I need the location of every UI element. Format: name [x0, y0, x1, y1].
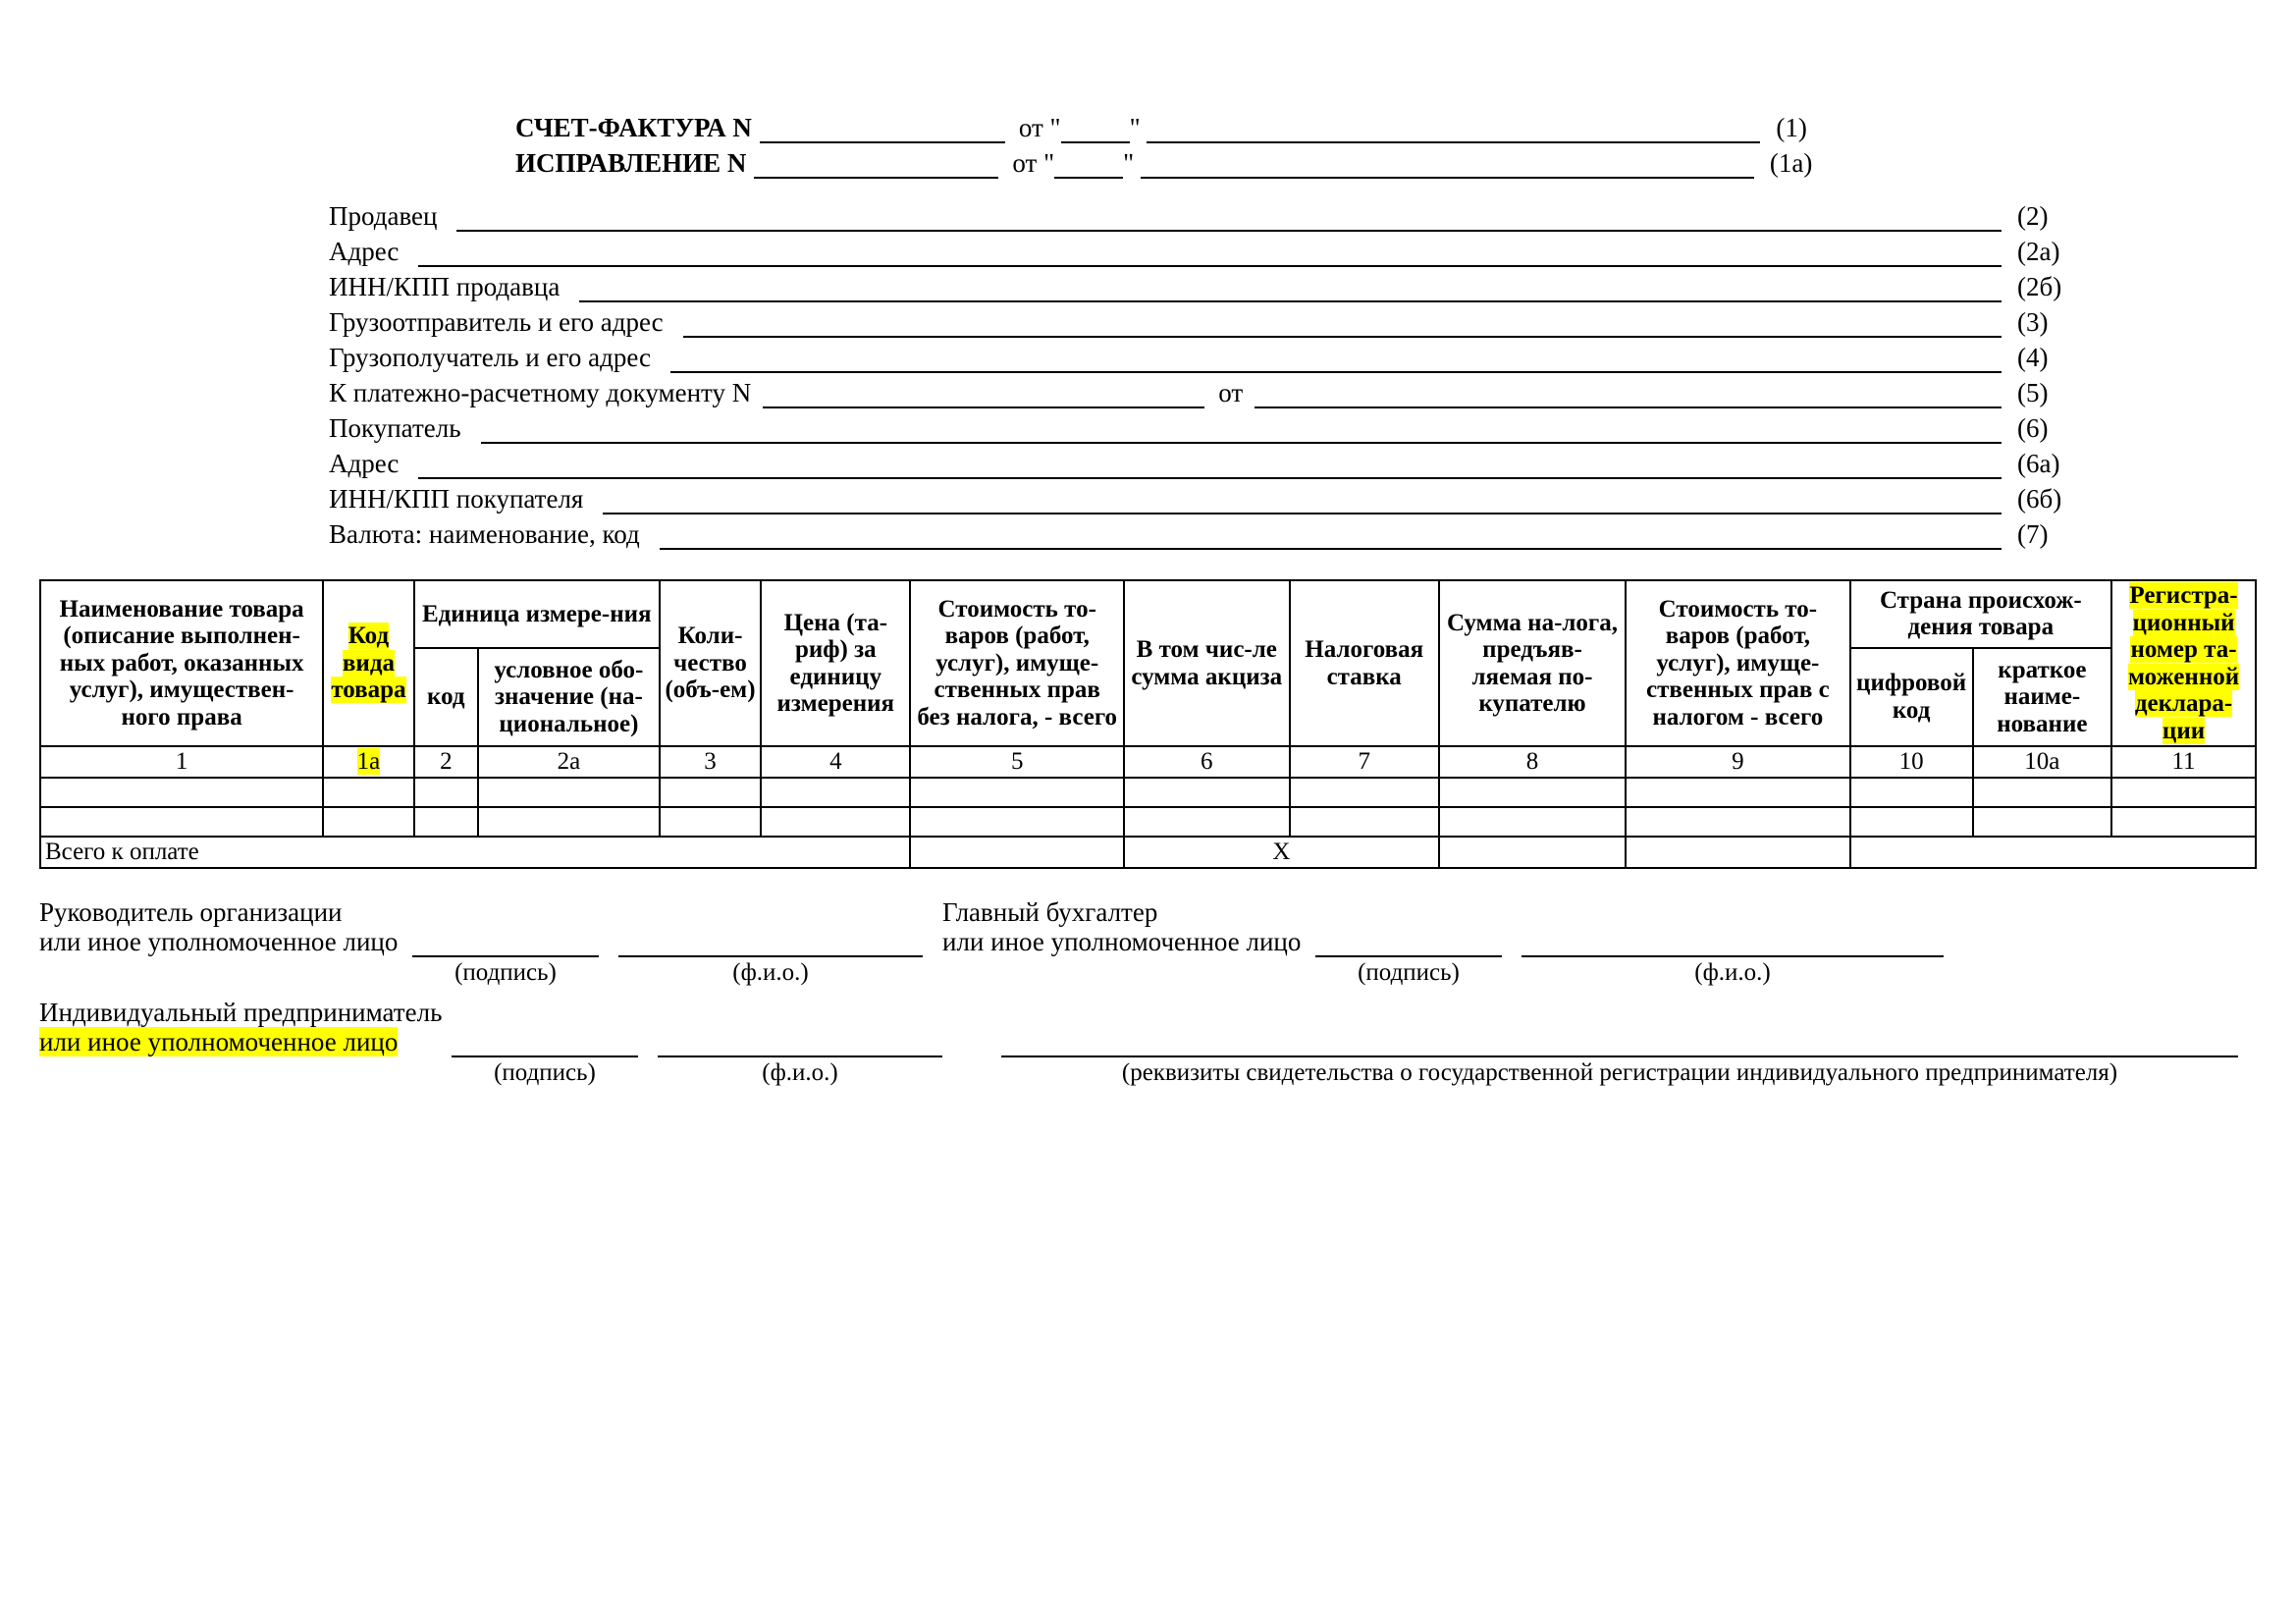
th-c8: Сумма на-лога, предъяв-ляемая по-купател… [1439, 580, 1626, 746]
th-c9: Стоимость то-варов (работ, услуг), имуще… [1626, 580, 1849, 746]
th-c3: Коли-чество (объ-ем) [660, 580, 761, 746]
sig-line [618, 928, 923, 957]
correction-number-line [754, 149, 998, 179]
sig-line [1522, 928, 1944, 957]
total-x: Х [1124, 837, 1439, 868]
table-header-row1: Наименование товара (описание выполнен-н… [40, 580, 2256, 648]
sig-line [412, 928, 599, 957]
row-buyer: Покупатель (6) [329, 408, 2076, 444]
table-number-row: 1 1а 2 2а 3 4 5 6 7 8 9 10 10а 11 [40, 746, 2256, 778]
seller-label: Продавец [329, 202, 437, 232]
invoice-day-line [1061, 114, 1130, 143]
ref-1a: (1а) [1754, 149, 1829, 179]
th-c10a: краткое наиме-нование [1973, 648, 2111, 746]
th-c2a: условное обо-значение (на-циональное) [478, 648, 660, 746]
row-inn-buyer: ИНН/КПП покупателя (6б) [329, 479, 2076, 514]
invoice-table: Наименование товара (описание выполнен-н… [39, 579, 2257, 869]
signature-block: Руководитель организации Главный бухгалт… [39, 898, 2257, 1086]
sig-row-1-text: Руководитель организации Главный бухгалт… [39, 898, 2257, 928]
invoice-month-line [1147, 114, 1760, 143]
correction-day-line [1054, 149, 1123, 179]
th-c5: Стоимость то-варов (работ, услуг), имуще… [910, 580, 1124, 746]
from-text: от [1019, 114, 1043, 143]
row-seller: Продавец (2) [329, 196, 2076, 232]
th-c10-group: Страна происхож-дения товара [1850, 580, 2111, 648]
row-consignor: Грузоотправитель и его адрес (3) [329, 302, 2076, 338]
th-c1a: Код вида товара [323, 580, 413, 746]
row-correction-title: ИСПРАВЛЕНИЕ N от " " (1а) [515, 143, 2076, 179]
sig-row-1-caps: (подпись) (ф.и.о.) (подпись) (ф.и.о.) [39, 957, 2257, 987]
table-total-row: Всего к оплате Х [40, 837, 2256, 868]
row-currency: Валюта: наименование, код (7) [329, 514, 2076, 550]
th-c2: код [414, 648, 478, 746]
th-c11: Регистра-ционный номер та-моженной декла… [2111, 580, 2256, 746]
paydoc-date-line [1255, 379, 2002, 408]
sig-row-2-text: Индивидуальный предприниматель [39, 999, 2257, 1028]
sig-row-1-lines: или иное уполномоченное лицо или иное уп… [39, 928, 2257, 957]
th-c7: Налоговая ставка [1290, 580, 1439, 746]
ref-2: (2) [2002, 202, 2076, 232]
th-c4: Цена (та-риф) за единицу измерения [761, 580, 910, 746]
row-address1: Адрес (2а) [329, 232, 2076, 267]
row-address2: Адрес (6а) [329, 444, 2076, 479]
sig-line [452, 1028, 638, 1057]
sig-line [658, 1028, 942, 1057]
correction-label: ИСПРАВЛЕНИЕ N [515, 149, 746, 179]
paydoc-number-line [763, 379, 1204, 408]
th-c10: цифровой код [1850, 648, 1973, 746]
th-c1: Наименование товара (описание выполнен-н… [40, 580, 323, 746]
sig-row-2-caps: (подпись) (ф.и.о.) (реквизиты свидетельс… [39, 1057, 2257, 1087]
invoice-number-line [760, 114, 1005, 143]
sig-line [1001, 1028, 2238, 1057]
total-label: Всего к оплате [40, 837, 910, 868]
sig-row-2-lines: или иное уполномоченное лицо [39, 1028, 2257, 1057]
ref-1: (1) [1760, 114, 1835, 143]
row-inn-seller: ИНН/КПП продавца (2б) [329, 267, 2076, 302]
th-c6: В том чис-ле сумма акциза [1124, 580, 1290, 746]
sig-line [1315, 928, 1502, 957]
page: СЧЕТ-ФАКТУРА N от " " (1) ИСПРАВЛЕНИЕ N … [0, 0, 2296, 1624]
seller-line [456, 202, 2002, 232]
row-invoice-title: СЧЕТ-ФАКТУРА N от " " (1) [515, 108, 2076, 143]
row-paydoc: К платежно-расчетному документу N от (5) [329, 373, 2076, 408]
table-row [40, 807, 2256, 837]
correction-month-line [1141, 149, 1754, 179]
invoice-label: СЧЕТ-ФАКТУРА N [515, 114, 752, 143]
table-row [40, 778, 2256, 807]
row-consignee: Грузополучатель и его адрес (4) [329, 338, 2076, 373]
th-c2-group: Единица измере-ния [414, 580, 660, 648]
header-block: СЧЕТ-ФАКТУРА N от " " (1) ИСПРАВЛЕНИЕ N … [329, 108, 2076, 550]
